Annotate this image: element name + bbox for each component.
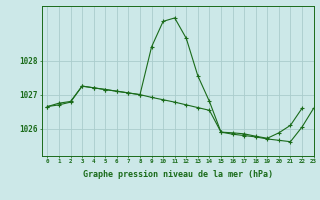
X-axis label: Graphe pression niveau de la mer (hPa): Graphe pression niveau de la mer (hPa): [83, 170, 273, 179]
